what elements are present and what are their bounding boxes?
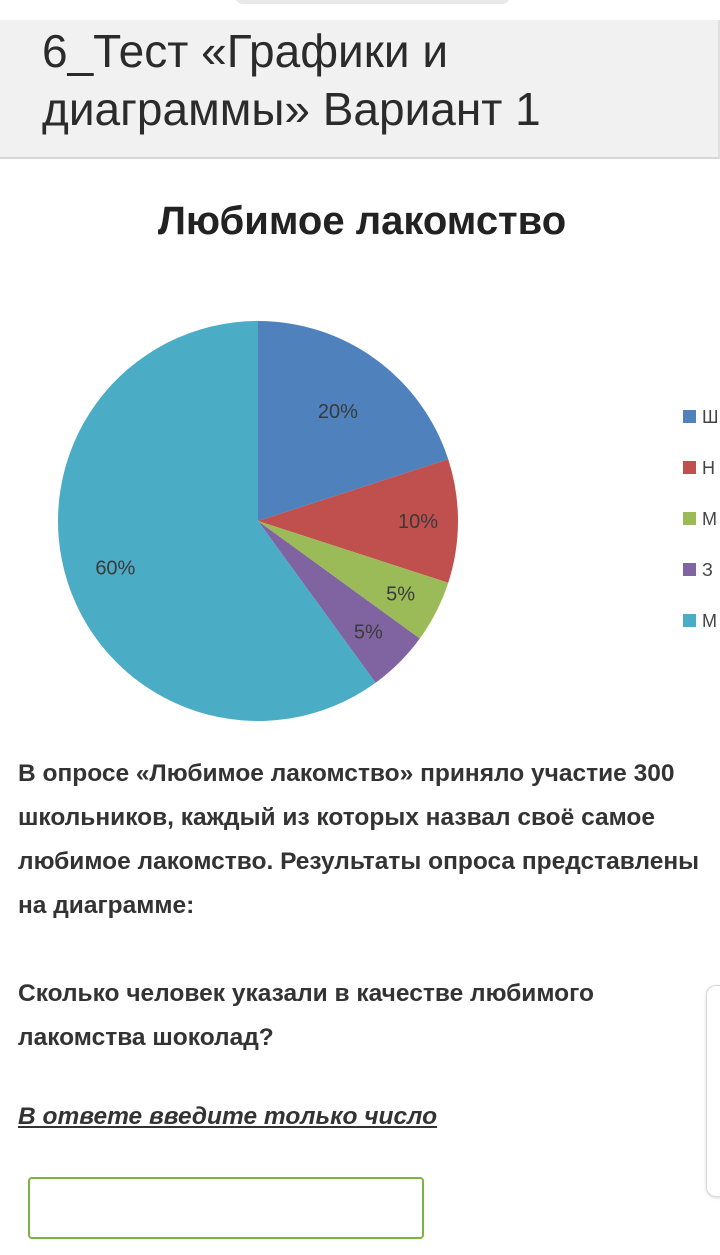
pie-slice — [258, 521, 449, 639]
legend-label: М — [702, 611, 717, 631]
pie-chart: Любимое лакомство 20% 10% 5%5% 60% Ш Н М З М — [57, 199, 719, 721]
pie-slice — [258, 459, 458, 583]
slice-label: 5% — [354, 621, 383, 643]
pie-slices — [57, 321, 458, 721]
chart-legend: Ш Н М З М — [683, 407, 719, 631]
slice-label: 20% — [318, 401, 358, 423]
slice-label: 60% — [95, 557, 135, 579]
legend-label: М — [702, 509, 717, 529]
answer-input[interactable] — [28, 1177, 424, 1239]
scroll-indicator — [235, 0, 510, 4]
legend-swatch — [683, 512, 696, 525]
answer-hint: В ответе введите только число — [18, 1103, 438, 1130]
legend-swatch — [683, 461, 696, 474]
page-header: 6_Тест «Графики и диаграммы» Вариант 1 — [0, 20, 720, 159]
pie-slice — [57, 321, 376, 721]
top-strip — [0, 0, 720, 20]
slice-label: 5% — [386, 584, 415, 606]
question-text: В опросе «Любимое лакомство» приняло уча… — [18, 760, 700, 919]
legend-swatch — [683, 563, 696, 576]
legend-label: З — [702, 560, 713, 580]
pie-slice — [258, 321, 449, 521]
pie-slice — [258, 521, 420, 683]
pie-chart-container: Любимое лакомство 20% 10% 5% 5% 60% Ш Н М З М — [0, 160, 720, 740]
legend-swatch — [683, 410, 696, 423]
pie-slice-labels: 20% 10% 5%5% 60% — [95, 401, 438, 643]
question-prompt: Сколько человек указали в качестве любим… — [18, 980, 594, 1051]
legend-label: Ш — [702, 407, 719, 427]
chart-title: Любимое лакомство — [158, 199, 566, 243]
legend-swatch — [683, 614, 696, 627]
page-title: 6_Тест «Графики и диаграммы» Вариант 1 — [42, 25, 541, 135]
question-block: В опросе «Любимое лакомство» приняло уча… — [18, 752, 708, 1060]
slice-label: 10% — [398, 511, 438, 533]
legend-label: Н — [702, 458, 715, 478]
side-panel-edge[interactable] — [706, 985, 720, 1197]
